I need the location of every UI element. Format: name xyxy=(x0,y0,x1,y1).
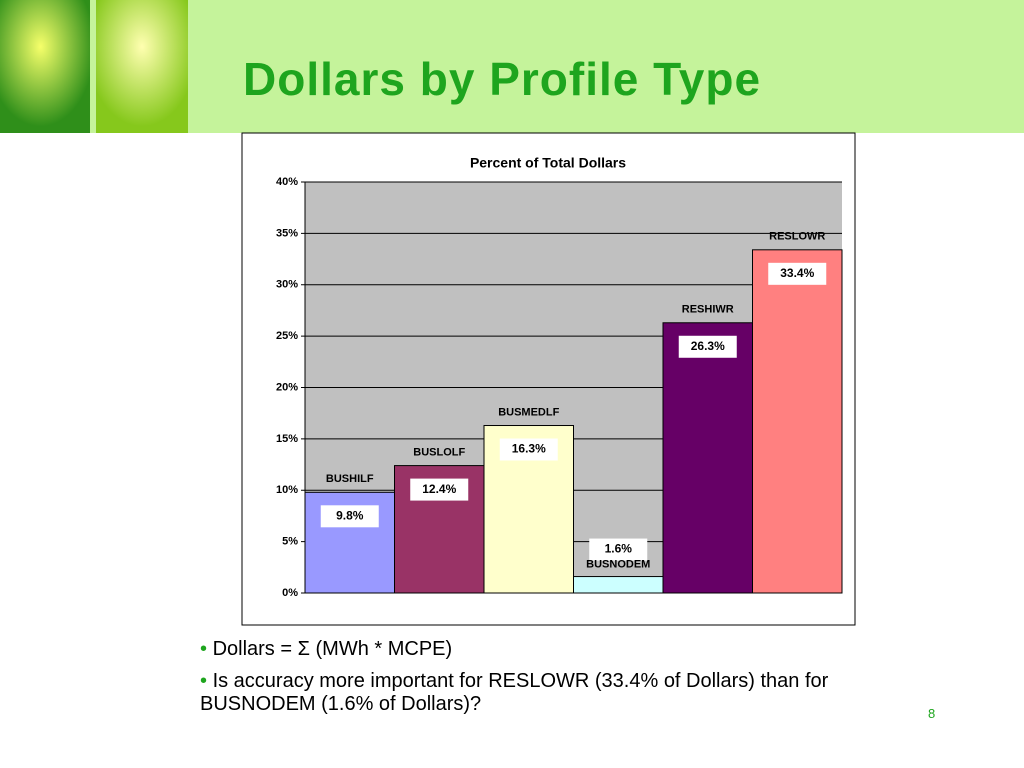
bullet-list: • Dollars = Σ (MWh * MCPE) • Is accuracy… xyxy=(200,638,900,725)
bar xyxy=(573,576,664,594)
value-label-box xyxy=(589,538,648,561)
y-tick-label: 25% xyxy=(276,330,298,342)
bullet-text: Dollars = Σ (MWh * MCPE) xyxy=(212,638,453,660)
slide-title: Dollars by Profile Type xyxy=(243,53,762,105)
y-tick-label: 30% xyxy=(276,279,298,291)
bar xyxy=(752,249,843,594)
value-label: 12.4% xyxy=(422,482,456,496)
value-label-box xyxy=(678,335,737,358)
category-label: BUSLOLF xyxy=(413,446,465,458)
value-label-box xyxy=(410,478,469,501)
bullet: • Dollars = Σ (MWh * MCPE) xyxy=(200,638,453,660)
category-label: RESLOWR xyxy=(769,231,825,243)
header-images xyxy=(0,0,188,133)
category-label: BUSHILF xyxy=(326,473,374,485)
value-label: 9.8% xyxy=(336,508,364,522)
y-tick-label: 35% xyxy=(276,227,298,239)
value-label: 33.4% xyxy=(780,266,814,280)
value-label-box xyxy=(499,438,558,461)
y-tick-label: 40% xyxy=(276,176,298,188)
value-label: 26.3% xyxy=(691,339,725,353)
y-tick-label: 0% xyxy=(282,587,298,599)
category-label: BUSMEDLF xyxy=(498,406,559,418)
value-label-box xyxy=(320,505,379,528)
category-label: BUSNODEM xyxy=(586,558,650,570)
category-label: RESHIWR xyxy=(682,304,734,316)
value-label-box xyxy=(768,262,827,285)
y-tick-label: 5% xyxy=(282,536,298,548)
y-tick-label: 20% xyxy=(276,381,298,393)
header-band xyxy=(0,0,1024,133)
bullet: • Is accuracy more important for RESLOWR… xyxy=(200,670,829,715)
page-number: 8 xyxy=(928,706,936,721)
y-tick-label: 10% xyxy=(276,484,298,496)
value-label: 1.6% xyxy=(605,542,633,556)
y-tick-label: 15% xyxy=(276,433,298,445)
bar xyxy=(662,322,753,594)
value-label: 16.3% xyxy=(512,442,546,456)
chart-title: Percent of Total Dollars xyxy=(470,155,626,171)
bullet-text: Is accuracy more important for RESLOWR (… xyxy=(200,670,829,715)
